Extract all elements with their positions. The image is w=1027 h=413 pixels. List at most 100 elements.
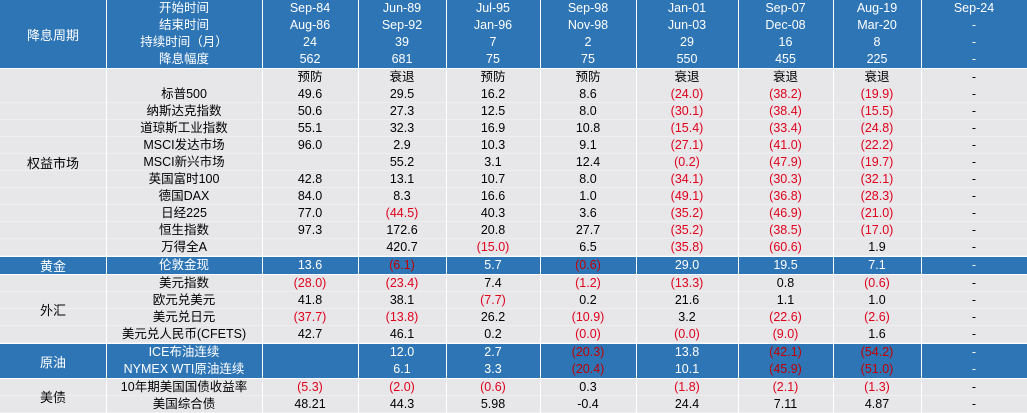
- value-cell: 49.6: [297, 87, 323, 101]
- value-cell: 96.0: [297, 138, 323, 152]
- value-cell: (19.7): [860, 155, 894, 169]
- value-cell: 5.98: [480, 397, 506, 411]
- value-cell: 29.5: [389, 87, 415, 101]
- value-cell: 19.5: [773, 258, 798, 272]
- value-cell: 8.3: [393, 189, 411, 203]
- header-period-end: Jun-03: [667, 18, 707, 32]
- value-cell: 4.87: [864, 397, 890, 411]
- value-cell: -: [971, 276, 977, 290]
- value-cell: 10.7: [480, 172, 506, 186]
- group-band: [0, 257, 1027, 274]
- value-cell: 2.9: [393, 138, 411, 152]
- value-cell: 77.0: [297, 206, 323, 220]
- header-period-cut: 550: [676, 52, 698, 66]
- value-cell: 27.3: [389, 104, 415, 118]
- value-cell: -: [971, 380, 977, 394]
- header-row-label: 持续时间（月）: [140, 35, 228, 49]
- cycle-type-cell: 衰退: [674, 70, 700, 84]
- value-cell: [262, 154, 358, 171]
- value-cell: -: [971, 87, 977, 101]
- value-cell: -: [971, 206, 977, 220]
- column-divider: [106, 0, 107, 413]
- value-cell: 10.8: [575, 121, 601, 135]
- value-cell: (28.3): [860, 189, 894, 203]
- value-cell: 12.0: [389, 345, 415, 359]
- row-name: MSCI新兴市场: [143, 155, 225, 169]
- value-cell: (24.0): [670, 87, 704, 101]
- value-cell: (42.1): [769, 345, 802, 359]
- value-cell: 21.6: [674, 293, 700, 307]
- value-cell: (37.7): [293, 310, 327, 324]
- row-name: NYMEX WTI原油连续: [123, 362, 245, 376]
- value-cell: (20.3): [571, 345, 605, 359]
- row-divider: [0, 238, 1027, 239]
- value-cell: 7.1: [868, 258, 886, 272]
- value-cell: (51.0): [860, 362, 894, 376]
- value-cell: 46.1: [389, 327, 415, 341]
- value-cell: (1.8): [674, 380, 700, 394]
- group-label: 美债: [39, 389, 66, 405]
- value-cell: 172.6: [386, 223, 418, 237]
- value-cell: 24.4: [674, 397, 700, 411]
- value-cell: 13.1: [389, 172, 415, 186]
- value-cell: 1.6: [868, 327, 886, 341]
- value-cell: 13.6: [297, 258, 323, 272]
- value-cell: -: [971, 362, 977, 376]
- value-cell: (38.5): [769, 223, 802, 237]
- row-name: 美元兑日元: [152, 310, 216, 324]
- group-band: [0, 275, 1027, 343]
- header-band: [0, 0, 1027, 68]
- header-period-start: Aug-19: [856, 1, 898, 15]
- header-period-months: 16: [778, 35, 793, 49]
- value-cell: (32.1): [860, 172, 894, 186]
- value-cell: 55.1: [297, 121, 323, 135]
- value-cell: (28.0): [293, 276, 327, 290]
- value-cell: 6.5: [579, 240, 597, 254]
- row-divider: [0, 136, 1027, 137]
- header-period-cut: 75: [486, 52, 500, 66]
- value-cell: (47.9): [769, 155, 802, 169]
- value-cell: 40.3: [480, 206, 506, 220]
- row-name: 恒生指数: [158, 223, 209, 237]
- value-cell: -: [971, 293, 977, 307]
- row-name: 纳斯达克指数: [146, 104, 222, 118]
- value-cell: 27.7: [575, 223, 601, 237]
- value-cell: (0.2): [674, 155, 700, 169]
- value-cell: 41.8: [297, 293, 323, 307]
- value-cell: (44.5): [385, 206, 419, 220]
- value-cell: (60.6): [769, 240, 802, 254]
- value-cell: 7.11: [773, 397, 798, 411]
- value-cell: 420.7: [386, 240, 418, 254]
- value-cell: 8.0: [579, 172, 597, 186]
- column-divider: [738, 0, 739, 413]
- value-cell: -: [971, 258, 977, 272]
- value-cell: 0.2: [579, 293, 597, 307]
- row-divider: [0, 325, 1027, 326]
- column-divider: [833, 0, 834, 413]
- value-cell: 1.9: [868, 240, 886, 254]
- value-cell: 42.7: [297, 327, 323, 341]
- value-cell: [262, 361, 358, 378]
- header-row-label: 降息幅度: [158, 52, 209, 66]
- row-divider: [0, 204, 1027, 205]
- value-cell: [262, 344, 358, 361]
- value-cell: -: [971, 172, 977, 186]
- value-cell: -: [971, 155, 977, 169]
- value-cell: 2.7: [484, 345, 502, 359]
- row-divider: [0, 291, 1027, 292]
- column-divider: [358, 0, 359, 413]
- value-cell: -: [971, 223, 977, 237]
- value-cell: (41.0): [769, 138, 802, 152]
- value-cell: [262, 239, 358, 256]
- row-name: 标普500: [161, 87, 207, 101]
- value-cell: 16.9: [480, 121, 506, 135]
- value-cell: (13.3): [670, 276, 704, 290]
- header-period-start: Sep-84: [289, 1, 331, 15]
- value-cell: 7.4: [484, 276, 502, 290]
- value-cell: 29.0: [674, 258, 700, 272]
- header-period-start: Jun-89: [382, 1, 422, 15]
- value-cell: (24.8): [860, 121, 894, 135]
- value-cell: (22.2): [860, 138, 894, 152]
- value-cell: 48.21: [294, 397, 326, 411]
- row-name: 欧元兑美元: [152, 293, 216, 307]
